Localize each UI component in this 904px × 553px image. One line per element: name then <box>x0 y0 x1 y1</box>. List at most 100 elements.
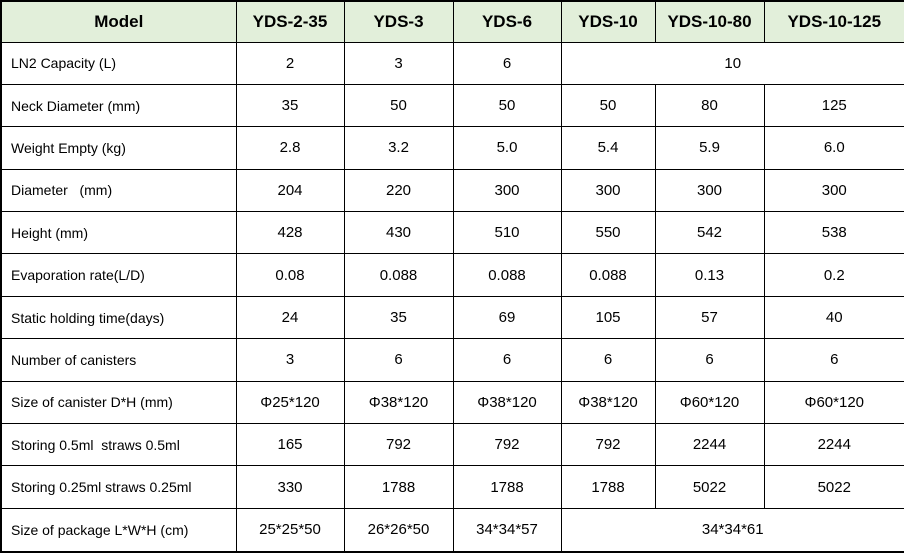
row-label: Storing 0.5ml straws 0.5ml <box>0 423 237 467</box>
column-header-yds-6: YDS-6 <box>452 0 562 43</box>
row-label: Size of package L*W*H (cm) <box>0 507 237 553</box>
value-cell: 3 <box>235 338 345 382</box>
value-cell: 6 <box>343 338 454 382</box>
value-cell: Φ60*120 <box>763 380 904 425</box>
value-cell: 1788 <box>343 465 454 509</box>
value-cell: 80 <box>654 83 765 128</box>
value-cell: 1788 <box>452 465 562 509</box>
value-cell: 50 <box>452 83 562 128</box>
value-cell: Φ38*120 <box>560 380 656 425</box>
value-cell: 6 <box>452 338 562 382</box>
value-cell: 50 <box>560 83 656 128</box>
value-cell: 792 <box>452 423 562 467</box>
value-cell: 6 <box>560 338 656 382</box>
value-cell: 5.9 <box>654 126 765 170</box>
value-cell: 50 <box>343 83 454 128</box>
value-cell: 2 <box>235 41 345 85</box>
spec-table-body: LN2 Capacity (L) 2 3 6 10 Neck Diameter (mm) 3… <box>0 41 904 553</box>
value-cell: 24 <box>235 295 345 340</box>
value-cell: 35 <box>235 83 345 128</box>
value-cell: 5022 <box>763 465 904 509</box>
value-cell: 300 <box>654 168 765 213</box>
column-header-yds-10-125: YDS-10-125 <box>763 0 904 43</box>
value-cell: 35 <box>343 295 454 340</box>
value-cell: 0.088 <box>560 253 656 297</box>
spec-row: Diameter (mm) 204 220 300 300 300 300 <box>0 168 904 213</box>
value-cell: 300 <box>560 168 656 213</box>
value-cell: 5.4 <box>560 126 656 170</box>
spec-row: Storing 0.5ml straws 0.5ml 165 792 792 792 22… <box>0 423 904 467</box>
value-cell: 538 <box>763 211 904 255</box>
value-cell: 2.8 <box>235 126 345 170</box>
row-label: Diameter (mm) <box>0 168 237 213</box>
value-cell: 5.0 <box>452 126 562 170</box>
value-cell: 165 <box>235 423 345 467</box>
row-label: Number of canisters <box>0 338 237 382</box>
value-cell: 0.088 <box>343 253 454 297</box>
spec-row: Neck Diameter (mm) 35 50 50 50 80 125 <box>0 83 904 128</box>
row-label: Evaporation rate(L/D) <box>0 253 237 297</box>
column-header-yds-10-80: YDS-10-80 <box>654 0 765 43</box>
value-cell: 57 <box>654 295 765 340</box>
value-cell: 2244 <box>763 423 904 467</box>
value-cell: 105 <box>560 295 656 340</box>
spec-row: Number of canisters 3 6 6 6 6 6 <box>0 338 904 382</box>
value-cell: 220 <box>343 168 454 213</box>
value-cell: 0.08 <box>235 253 345 297</box>
value-cell: 428 <box>235 211 345 255</box>
column-header-yds-10: YDS-10 <box>560 0 656 43</box>
value-cell: 300 <box>763 168 904 213</box>
spec-row: LN2 Capacity (L) 2 3 6 10 <box>0 41 904 85</box>
value-cell: 0.2 <box>763 253 904 297</box>
value-cell: Φ38*120 <box>452 380 562 425</box>
row-label: Size of canister D*H (mm) <box>0 380 237 425</box>
value-cell: 5022 <box>654 465 765 509</box>
column-header-model: Model <box>0 0 237 43</box>
value-cell: 10 <box>560 41 904 85</box>
value-cell: Φ60*120 <box>654 380 765 425</box>
value-cell: 34*34*57 <box>452 507 562 553</box>
spec-row: Evaporation rate(L/D) 0.08 0.088 0.088 0.088… <box>0 253 904 297</box>
value-cell: 6 <box>763 338 904 382</box>
value-cell: 6.0 <box>763 126 904 170</box>
value-cell: 0.13 <box>654 253 765 297</box>
value-cell: 542 <box>654 211 765 255</box>
row-label: LN2 Capacity (L) <box>0 41 237 85</box>
row-label: Static holding time(days) <box>0 295 237 340</box>
row-label: Weight Empty (kg) <box>0 126 237 170</box>
row-label: Neck Diameter (mm) <box>0 83 237 128</box>
spec-row: Size of canister D*H (mm) Φ25*120 Φ38*120 Φ… <box>0 380 904 425</box>
value-cell: 3.2 <box>343 126 454 170</box>
value-cell: 6 <box>654 338 765 382</box>
value-cell: 204 <box>235 168 345 213</box>
value-cell: 69 <box>452 295 562 340</box>
value-cell: 3 <box>343 41 454 85</box>
value-cell: 550 <box>560 211 656 255</box>
value-cell: 510 <box>452 211 562 255</box>
column-header-yds-2-35: YDS-2-35 <box>235 0 345 43</box>
value-cell: 25*25*50 <box>235 507 345 553</box>
row-label: Height (mm) <box>0 211 237 255</box>
value-cell: Φ38*120 <box>343 380 454 425</box>
spec-row: Weight Empty (kg) 2.8 3.2 5.0 5.4 5.9 6.0 <box>0 126 904 170</box>
value-cell: Φ25*120 <box>235 380 345 425</box>
value-cell: 330 <box>235 465 345 509</box>
value-cell: 2244 <box>654 423 765 467</box>
value-cell: 40 <box>763 295 904 340</box>
row-label: Storing 0.25ml straws 0.25ml <box>0 465 237 509</box>
value-cell: 26*26*50 <box>343 507 454 553</box>
value-cell: 300 <box>452 168 562 213</box>
value-cell: 792 <box>560 423 656 467</box>
value-cell: 6 <box>452 41 562 85</box>
value-cell: 430 <box>343 211 454 255</box>
spec-row: Size of package L*W*H (cm) 25*25*50 26*26*… <box>0 507 904 553</box>
value-cell: 0.088 <box>452 253 562 297</box>
header-row: Model YDS-2-35 YDS-3 YDS-6 YDS-10 YDS-10… <box>0 0 904 43</box>
value-cell: 125 <box>763 83 904 128</box>
spec-row: Height (mm) 428 430 510 550 542 538 <box>0 211 904 255</box>
value-cell: 34*34*61 <box>560 507 904 553</box>
spec-row: Static holding time(days) 24 35 69 105 57 40 <box>0 295 904 340</box>
value-cell: 1788 <box>560 465 656 509</box>
value-cell: 792 <box>343 423 454 467</box>
